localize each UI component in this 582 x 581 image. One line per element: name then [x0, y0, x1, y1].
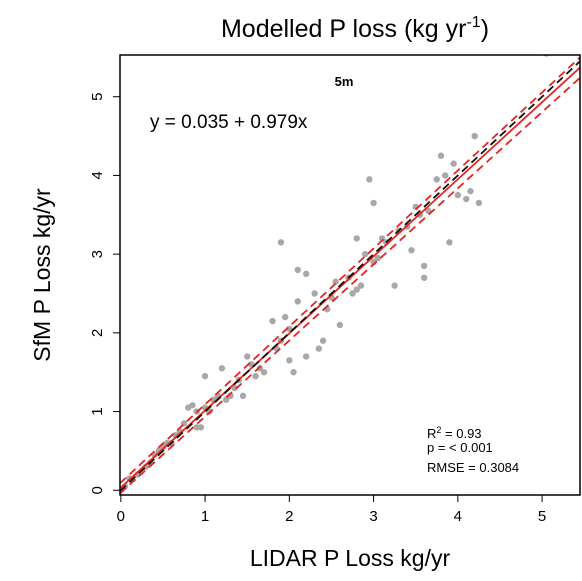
r2-stat: R2 = 0.93 — [427, 425, 482, 441]
point — [302, 270, 310, 278]
point — [357, 282, 365, 289]
title-main: Modelled P loss (kg yr — [221, 15, 466, 43]
point — [471, 132, 478, 140]
point — [218, 365, 226, 372]
point — [311, 290, 318, 297]
r2-sup: 2 — [436, 425, 441, 435]
y-tick-label: 4 — [89, 171, 106, 179]
point — [463, 195, 470, 203]
r2-main: R — [427, 426, 436, 441]
panel-label: 5m — [335, 74, 354, 89]
point — [467, 187, 474, 195]
point — [454, 191, 462, 199]
point — [408, 247, 415, 254]
point — [201, 372, 209, 380]
y-tick-label: 3 — [89, 250, 106, 258]
point — [294, 266, 301, 274]
point — [222, 396, 230, 403]
x-tick-label: 5 — [538, 508, 546, 525]
point — [252, 372, 259, 380]
point — [349, 290, 356, 297]
point — [353, 286, 360, 293]
point — [361, 250, 369, 258]
point — [433, 176, 440, 183]
point — [374, 254, 382, 262]
point — [260, 369, 268, 376]
point — [353, 235, 360, 242]
rmse-stat: RMSE = 0.3084 — [427, 460, 519, 475]
point — [332, 278, 339, 285]
point — [286, 357, 293, 364]
point — [189, 402, 196, 409]
point — [239, 392, 247, 400]
fit-line — [120, 66, 580, 489]
point — [446, 239, 453, 246]
y-axis-label: SfM P Loss kg/yr — [29, 188, 55, 362]
point — [442, 172, 449, 179]
point — [437, 152, 445, 159]
point — [302, 353, 310, 360]
x-axis-label: LIDAR P Loss kg/yr — [250, 545, 451, 571]
r2-value: = 0.93 — [441, 426, 481, 441]
x-tick-label: 4 — [454, 508, 462, 525]
y-tick-label: 2 — [89, 329, 106, 337]
point — [450, 160, 457, 167]
point — [366, 176, 373, 183]
dashed-line — [120, 60, 580, 492]
title-sup: -1 — [466, 14, 480, 31]
dashed-line — [120, 77, 580, 495]
point — [475, 199, 483, 207]
point — [294, 298, 301, 305]
point — [420, 274, 428, 281]
point — [231, 384, 238, 392]
plot-area — [120, 55, 580, 495]
point — [197, 424, 205, 431]
x-tick-label: 0 — [117, 508, 125, 525]
point — [391, 282, 398, 289]
title-end: ) — [481, 15, 489, 43]
x-tick-label: 1 — [201, 508, 209, 525]
point — [319, 337, 327, 344]
point — [244, 353, 251, 360]
dashed-line — [120, 56, 580, 484]
x-tick-label: 2 — [285, 508, 293, 525]
point — [420, 262, 428, 270]
point — [290, 369, 297, 376]
point — [336, 321, 344, 329]
point — [370, 199, 377, 207]
y-tick-label: 5 — [89, 93, 106, 101]
y-tick-label: 0 — [89, 486, 106, 494]
x-tick-label: 3 — [369, 508, 377, 525]
y-tick-label: 1 — [89, 407, 106, 415]
equation: y = 0.035 + 0.979x — [150, 112, 308, 133]
chart-title: Modelled P loss (kg yr-1) — [221, 14, 489, 43]
plot-frame — [119, 54, 581, 496]
point — [277, 239, 285, 246]
point — [315, 345, 323, 352]
point — [281, 313, 289, 321]
point — [269, 317, 276, 325]
p-stat: p = < 0.001 — [427, 440, 493, 455]
